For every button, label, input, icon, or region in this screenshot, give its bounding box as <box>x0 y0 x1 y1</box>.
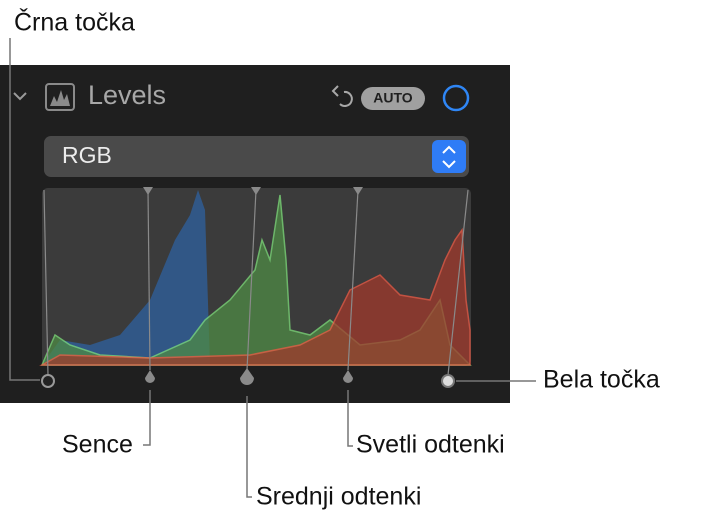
histogram <box>39 190 472 366</box>
top-handles[interactable] <box>143 187 363 195</box>
channel-dropdown[interactable] <box>44 136 469 177</box>
leader-shadows <box>143 390 151 446</box>
leader-midtones <box>246 396 252 498</box>
stepper-arrows <box>442 145 456 169</box>
undo-button[interactable] <box>331 85 353 107</box>
channel-label: RGB <box>62 142 112 168</box>
levels-icon <box>45 83 75 111</box>
auto-label: AUTO <box>373 90 413 106</box>
callout-black-point: Črna točka <box>14 8 135 37</box>
callout-shadows: Sence <box>62 431 133 459</box>
callout-white-point: Bela točka <box>543 366 660 394</box>
leader-highlights <box>347 390 353 447</box>
callout-highlights: Svetli odtenki <box>356 431 505 459</box>
toggle-circle[interactable] <box>442 84 470 112</box>
panel-title: Levels <box>88 80 166 110</box>
leader-black <box>9 38 40 381</box>
level-guides <box>43 189 469 376</box>
callout-midtones: Srednji odtenki <box>256 483 421 511</box>
auto-button[interactable] <box>361 87 425 110</box>
dropdown-stepper[interactable] <box>432 140 466 173</box>
collapse-chevron[interactable] <box>13 92 27 101</box>
bottom-handles[interactable] <box>41 368 455 388</box>
